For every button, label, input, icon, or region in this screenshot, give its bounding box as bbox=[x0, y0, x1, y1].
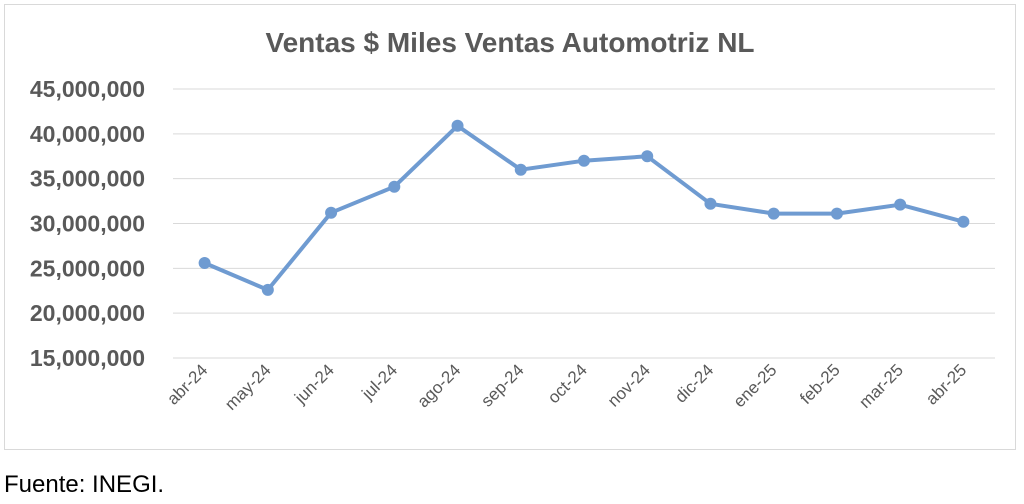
y-axis-ticks: 15,000,000 20,000,000 25,000,000 30,000,000… bbox=[30, 76, 145, 371]
data-point bbox=[388, 180, 401, 193]
data-point bbox=[830, 207, 843, 220]
data-point bbox=[641, 150, 654, 163]
gridlines bbox=[173, 88, 995, 359]
x-tick-label: sep-24 bbox=[477, 360, 527, 410]
x-tick-label: abr-24 bbox=[163, 360, 211, 408]
data-point bbox=[325, 206, 338, 219]
data-point bbox=[578, 154, 590, 167]
x-tick-label: abr-25 bbox=[922, 360, 970, 408]
source-note: Fuente: INEGI. bbox=[4, 471, 165, 498]
data-point bbox=[894, 198, 907, 211]
x-tick-label: dic-24 bbox=[671, 360, 717, 406]
data-point bbox=[514, 163, 527, 176]
data-point bbox=[198, 256, 211, 269]
x-tick-label: jul-24 bbox=[358, 360, 402, 404]
y-tick-label: 40,000,000 bbox=[30, 121, 145, 147]
y-tick-label: 35,000,000 bbox=[30, 166, 145, 192]
y-tick-label: 25,000,000 bbox=[30, 255, 145, 281]
x-tick-label: ene-25 bbox=[730, 360, 781, 411]
y-tick-label: 30,000,000 bbox=[30, 211, 145, 237]
data-point bbox=[957, 215, 970, 228]
series-line bbox=[202, 123, 966, 292]
line-chart: Ventas $ Miles Ventas Automotriz NL 15,0… bbox=[30, 27, 995, 414]
data-point bbox=[451, 119, 464, 132]
x-tick-label: oct-24 bbox=[544, 360, 591, 407]
y-tick-label: 20,000,000 bbox=[30, 300, 145, 326]
chart-frame: Ventas $ Miles Ventas Automotriz NL 15,0… bbox=[4, 4, 1016, 450]
y-tick-label: 15,000,000 bbox=[30, 345, 145, 371]
data-point bbox=[767, 207, 780, 220]
x-axis-ticks: abr-24 may-24 jun-24 jul-24 ago-24 sep-24 oct-… bbox=[163, 360, 970, 414]
x-tick-label: may-24 bbox=[221, 360, 275, 414]
series-layer bbox=[198, 119, 970, 296]
chart-title: Ventas $ Miles Ventas Automotriz NL bbox=[265, 27, 754, 58]
x-tick-label: nov-24 bbox=[604, 360, 654, 410]
data-point bbox=[704, 197, 717, 210]
x-tick-label: feb-25 bbox=[796, 360, 844, 408]
x-tick-label: jun-24 bbox=[290, 360, 338, 408]
x-tick-label: ago-24 bbox=[413, 360, 464, 411]
x-tick-label: mar-25 bbox=[855, 360, 907, 412]
data-point bbox=[261, 283, 274, 296]
y-tick-label: 45,000,000 bbox=[30, 76, 145, 102]
